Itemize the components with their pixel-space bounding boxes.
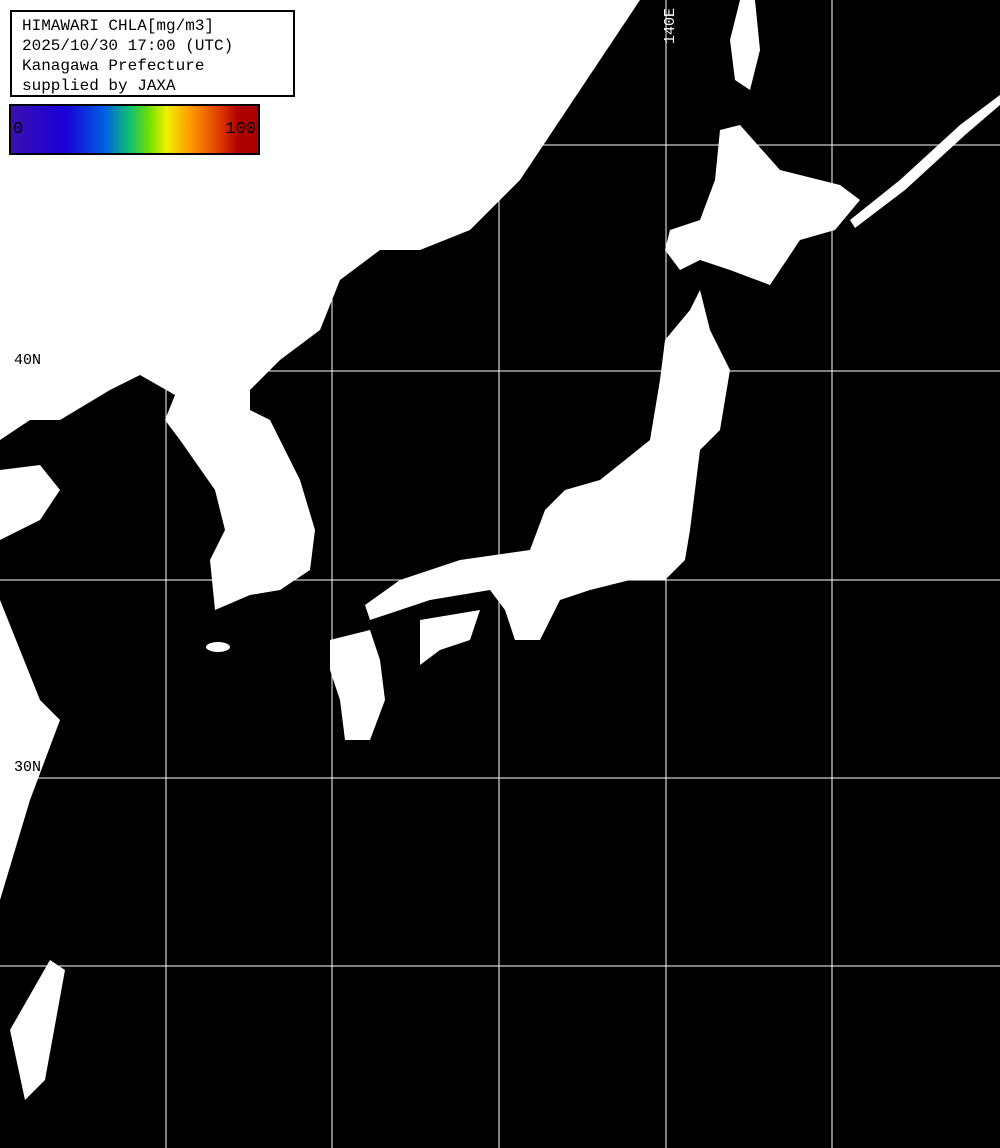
land-masses xyxy=(0,0,1000,1100)
color-scale-bar: 0 100 xyxy=(9,104,260,155)
kuril-islands xyxy=(850,95,1000,228)
shikoku xyxy=(420,610,480,665)
scale-min-label: 0 xyxy=(13,120,24,139)
product-title: HIMAWARI CHLA[mg/m3] xyxy=(22,17,215,35)
lat-label-40n: 40N xyxy=(14,352,42,369)
region-label: Kanagawa Prefecture xyxy=(22,57,205,75)
hokkaido xyxy=(665,125,860,285)
lat-label-30n: 30N xyxy=(14,759,42,776)
kyushu xyxy=(330,630,385,740)
sakhalin xyxy=(730,0,760,90)
jeju-island xyxy=(206,642,230,652)
timestamp: 2025/10/30 17:00 (UTC) xyxy=(22,37,234,55)
credit-label: supplied by JAXA xyxy=(22,77,176,95)
china-east-coast xyxy=(0,600,60,900)
lon-label-140e: 140E xyxy=(662,7,679,44)
taiwan xyxy=(10,960,65,1100)
title-box: HIMAWARI CHLA[mg/m3] 2025/10/30 17:00 (U… xyxy=(10,10,295,97)
shandong-peninsula xyxy=(0,465,60,540)
scale-max-label: 100 xyxy=(225,120,256,139)
honshu xyxy=(365,290,730,640)
